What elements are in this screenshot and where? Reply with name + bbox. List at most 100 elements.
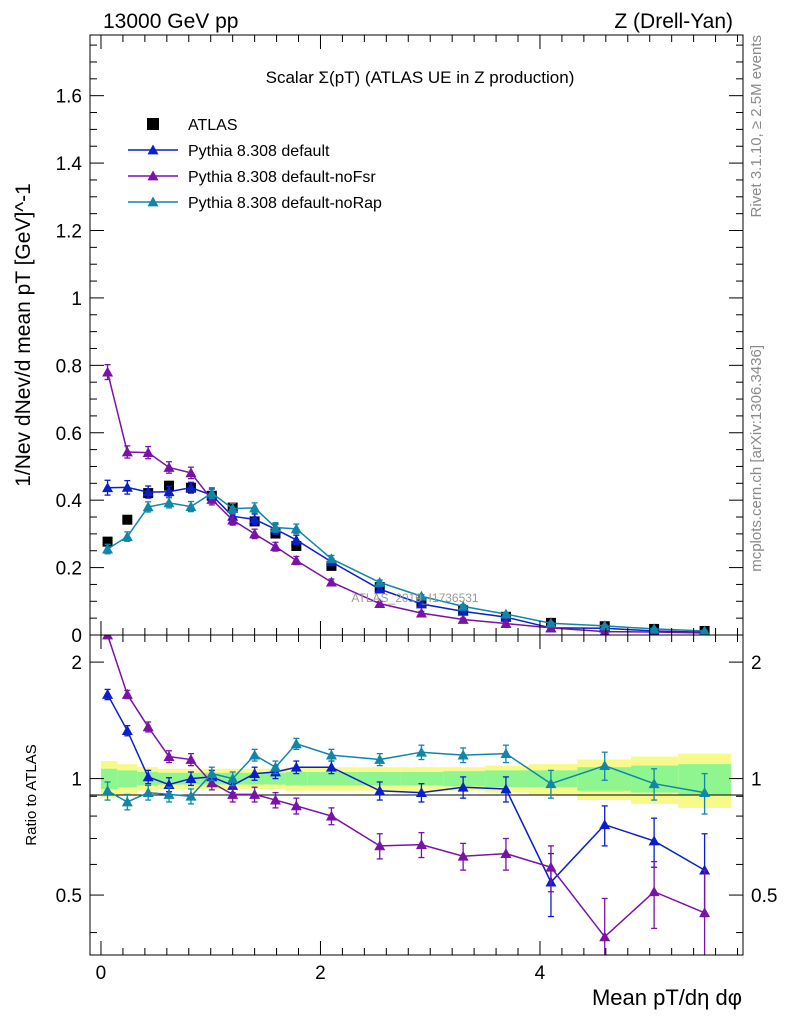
ratio-point-noRap <box>699 787 711 797</box>
ratio-point-noFsr <box>227 788 239 799</box>
band-green <box>117 770 138 788</box>
band-green <box>307 771 357 786</box>
ratio-point-default <box>648 835 660 846</box>
series-default <box>102 479 710 635</box>
ratio-y-axis-label: Ratio to ATLAS <box>23 744 40 845</box>
ratio-point-noFsr <box>163 751 175 761</box>
ratio-data-marks <box>102 635 711 955</box>
x-tick-label: 4 <box>535 963 546 984</box>
ratio-point-noRap <box>374 754 386 764</box>
data-point-noFsr <box>163 461 175 472</box>
legend-label-default: Pythia 8.308 default <box>188 143 330 160</box>
ratio-point-noFsr <box>185 754 197 764</box>
legend-entry-noFsr: Pythia 8.308 default-noFsr <box>128 169 376 186</box>
ratio-series-noRap <box>102 737 711 815</box>
ratio-panel: 0.5 0.5 1 1 2 2 0 2 4 Ratio to ATLAS <box>23 634 777 984</box>
data-point-noRap <box>599 620 611 631</box>
data-point-default <box>185 482 197 493</box>
ratio-point-noRap <box>249 749 261 760</box>
main-y-tick-label: 0 <box>71 626 82 647</box>
main-y-tick-label: 0.4 <box>56 491 83 512</box>
legend-entry-noRap: Pythia 8.308 default-noRap <box>128 195 382 212</box>
data-point-default <box>142 486 154 497</box>
process-label: Z (Drell-Yan) <box>614 10 733 33</box>
x-tick-label: 0 <box>96 963 107 984</box>
legend: ATLAS Pythia 8.308 default Pythia 8.308 de… <box>128 117 382 212</box>
legend-marker-atlas <box>147 118 159 130</box>
watermark: ATLAS_2019_I1736531 <box>351 591 479 605</box>
ratio-point-noFsr <box>457 850 469 861</box>
ratio-point-noRap <box>599 760 611 771</box>
ratio-point-noFsr <box>121 688 133 699</box>
data-point-noRap <box>185 501 197 511</box>
data-point-noRap <box>545 617 557 628</box>
ratio-point-default <box>599 819 611 830</box>
main-y-axis-label: 1/Nev dNev/d mean pT [GeV]^-1 <box>12 183 35 487</box>
data-point-noRap <box>249 502 261 513</box>
ratio-point-noFsr <box>142 721 154 732</box>
main-y-tick-label: 1.6 <box>56 87 82 108</box>
main-axes: 0 0.2 0.4 0.6 0.8 1 1.2 1.4 1.6 <box>56 35 743 647</box>
energy-label: 13000 GeV pp <box>103 10 238 33</box>
legend-marker-noRap <box>147 196 159 207</box>
ratio-point-noRap <box>290 738 302 749</box>
ratio-point-noRap <box>206 768 218 779</box>
ratio-point-default <box>142 771 154 782</box>
data-point-default <box>457 605 469 616</box>
ratio-y-tick-label: 1 <box>71 770 82 791</box>
ratio-point-default <box>374 785 386 796</box>
ratio-point-noRap <box>185 790 197 801</box>
ratio-point-noFsr <box>249 788 261 799</box>
main-series-group <box>102 364 710 635</box>
data-point-atlas <box>164 480 175 491</box>
ratio-point-noFsr <box>699 907 711 918</box>
ratio-y-tick-label-right: 2 <box>751 653 762 674</box>
band-green <box>443 771 486 787</box>
x-axis-label: Mean pT/dη dφ <box>592 985 742 1010</box>
data-point-noFsr <box>269 541 281 552</box>
ratio-point-default <box>415 787 427 797</box>
main-y-tick-label: 0.6 <box>56 424 82 445</box>
main-data-marks <box>102 364 710 635</box>
data-point-default <box>374 583 386 594</box>
legend-entry-atlas: ATLAS <box>147 117 238 134</box>
data-point-atlas <box>122 514 133 525</box>
data-point-noRap <box>699 625 710 635</box>
ratio-point-default <box>163 779 175 789</box>
ratio-series-noFsr <box>102 635 711 955</box>
data-point-noRap <box>142 501 154 512</box>
data-point-noRap <box>102 543 114 554</box>
ratio-point-default <box>290 761 302 772</box>
data-point-noRap <box>163 497 175 508</box>
data-point-default <box>290 534 302 545</box>
ratio-point-noFsr <box>545 861 557 872</box>
data-point-noFsr <box>325 576 337 587</box>
data-point-noRap <box>290 523 302 534</box>
mcplots-label: mcplots.cern.ch [arXiv:1306.3436] <box>748 345 765 572</box>
data-point-default <box>102 482 114 493</box>
ratio-point-default <box>121 725 133 736</box>
data-point-atlas <box>291 541 302 552</box>
data-point-noFsr <box>142 447 154 458</box>
series-noRap <box>102 487 710 635</box>
data-point-atlas <box>102 536 113 547</box>
legend-marker-default <box>147 144 159 155</box>
ratio-point-noRap <box>102 785 114 796</box>
ratio-point-noRap <box>415 746 427 757</box>
ratio-point-noFsr <box>648 886 660 897</box>
data-point-default <box>121 481 133 492</box>
data-point-default <box>249 513 261 524</box>
data-point-noRap <box>415 590 427 601</box>
data-point-noFsr <box>249 528 261 539</box>
data-point-noRap <box>457 600 469 611</box>
ratio-point-noRap <box>269 761 281 772</box>
data-point-noRap <box>648 623 660 634</box>
main-y-tick-label: 1.4 <box>56 154 83 175</box>
data-point-noRap <box>500 608 512 619</box>
data-point-noRap <box>121 531 133 541</box>
legend-label-atlas: ATLAS <box>188 117 238 134</box>
ratio-y-tick-label-right: 0.5 <box>751 886 777 907</box>
data-point-noRap <box>374 576 386 587</box>
band-green <box>528 770 578 788</box>
